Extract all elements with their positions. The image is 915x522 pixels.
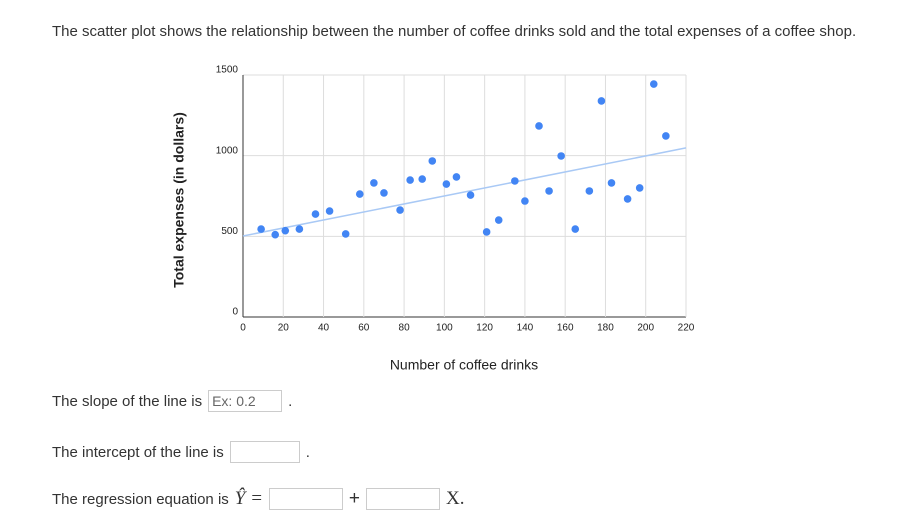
slope-label: The slope of the line is — [52, 392, 203, 410]
point — [597, 97, 606, 105]
point — [585, 187, 594, 195]
x-axis-label: Number of coffee drinks — [390, 357, 538, 373]
trend-line — [242, 147, 687, 237]
point — [607, 179, 616, 187]
x-tick-label: 0 — [240, 323, 246, 334]
point — [370, 179, 378, 187]
point — [281, 226, 290, 235]
point — [649, 80, 658, 88]
intercept-label: The intercept of the line is — [52, 443, 224, 461]
point — [482, 228, 491, 236]
x-tick-label: 40 — [318, 323, 330, 334]
point — [511, 177, 519, 185]
chart: Total expenses (in dollars) Number of co… — [171, 65, 695, 373]
x-tick-label: 180 — [597, 323, 614, 334]
point — [635, 184, 644, 192]
equation-row: The regression equation is Ŷ = + X. — [52, 488, 465, 510]
plus: + — [348, 488, 361, 509]
point — [355, 190, 364, 198]
x-tick-label: 80 — [399, 323, 411, 334]
period: . — [288, 392, 293, 410]
slope-input[interactable]: Ex: 0.2 — [208, 390, 283, 412]
x-tick-label: 100 — [436, 323, 453, 334]
point — [571, 225, 580, 233]
x-tick-label: 60 — [358, 323, 370, 334]
point — [396, 206, 404, 214]
intercept-row: The intercept of the line is . — [52, 441, 310, 463]
point — [257, 225, 265, 233]
y-tick-label: 500 — [221, 226, 238, 237]
point — [623, 195, 632, 203]
y-tick-label: 1500 — [216, 65, 239, 76]
point — [535, 122, 543, 130]
period: . — [305, 443, 310, 461]
x-tick-label: 20 — [278, 323, 290, 334]
point — [295, 225, 304, 233]
y-tick-label: 0 — [232, 307, 238, 318]
x-variable: X. — [446, 488, 465, 509]
point — [442, 180, 451, 188]
slope-row: The slope of the line is Ex: 0.2 . — [52, 390, 292, 412]
point — [466, 191, 475, 199]
point — [341, 230, 350, 238]
point — [418, 175, 427, 183]
point — [428, 157, 437, 165]
y-axis-label: Total expenses (in dollars) — [171, 112, 187, 288]
x-tick-label: 200 — [637, 323, 654, 334]
y-tick-label: 1000 — [216, 145, 239, 156]
point — [545, 187, 553, 195]
x-tick-label: 120 — [476, 323, 493, 334]
question: The scatter plot shows the relationship … — [52, 23, 857, 40]
point — [662, 132, 670, 140]
point — [311, 210, 320, 218]
point — [380, 189, 388, 197]
point — [406, 176, 414, 184]
equation-label: The regression equation is — [52, 490, 229, 508]
point — [521, 197, 529, 205]
x-tick-label: 220 — [678, 323, 695, 334]
x-tick-label: 160 — [557, 323, 574, 334]
point — [271, 230, 280, 239]
y-hat: Ŷ = — [234, 488, 263, 509]
point — [325, 207, 334, 215]
x-tick-label: 140 — [517, 323, 534, 334]
intercept-input[interactable] — [229, 441, 300, 463]
point — [557, 152, 565, 160]
point — [494, 216, 503, 224]
slope-input[interactable] — [366, 488, 441, 510]
intercept-input[interactable] — [268, 488, 343, 510]
point — [452, 173, 461, 181]
